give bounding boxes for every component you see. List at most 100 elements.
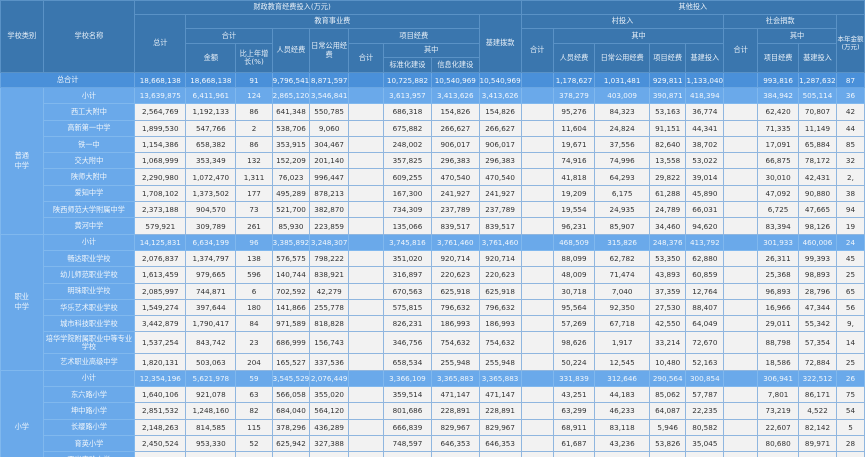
table-cell: 10,480 xyxy=(649,353,687,371)
table-row: 陕师大附中 2,290,980 1,072,470 1,311 76,023 996,44… xyxy=(1,168,865,186)
table-cell: 1,311 xyxy=(235,168,273,186)
table-cell: 14 xyxy=(835,331,865,355)
category-label: 普通中学 xyxy=(14,150,29,170)
table-row: 西工大附中 2,564,769 1,192,133 86 641,348 550,785 6… xyxy=(1,103,865,121)
table-cell xyxy=(723,233,759,251)
table-cell xyxy=(520,233,554,251)
table-cell: 32 xyxy=(835,152,865,170)
table-cell: 24,935 xyxy=(594,201,651,219)
table-cell: 397,644 xyxy=(185,298,237,317)
table-cell: 53,118 xyxy=(309,451,350,457)
table-cell: 3,366,109 xyxy=(382,369,433,388)
table-cell: 1,373,502 xyxy=(185,184,237,203)
row-label: 小计 xyxy=(42,86,136,105)
table-cell: 36 xyxy=(835,86,865,105)
table-row-grand-total: 总合计 18,668,138 18,668,138 91 9,796,541 8,871,… xyxy=(0,72,865,88)
table-cell: 85 xyxy=(835,135,865,154)
table-cell: 9, xyxy=(835,315,865,333)
table-cell xyxy=(723,315,759,333)
table-cell: 2,564,769 xyxy=(134,103,187,121)
table-cell: 10,540,969 xyxy=(478,72,522,88)
table-cell: 25,368 xyxy=(757,266,799,284)
table-cell: 124 xyxy=(235,86,273,105)
table-cell: 57,354 xyxy=(798,331,837,355)
table-cell xyxy=(723,135,759,154)
header-capital: 基建拨款 xyxy=(478,14,522,73)
category-cell: 职业中学 xyxy=(0,233,44,371)
table-cell: 135,066 xyxy=(382,217,433,235)
table-cell: 76,850 xyxy=(594,451,651,457)
table-cell: 566,058 xyxy=(271,386,311,404)
table-cell: 331,839 xyxy=(552,369,596,388)
school-name-cell: 城市科技职业学校 xyxy=(42,315,136,333)
table-cell: 46,233 xyxy=(594,402,651,420)
table-cell: 94 xyxy=(835,201,865,219)
header-school-name: 学校名称 xyxy=(42,0,136,73)
school-name-cell: 艺术职业高级中学 xyxy=(42,353,136,371)
table-cell: 920,714 xyxy=(431,249,480,268)
table-cell: 25 xyxy=(835,266,865,284)
table-cell: 54 xyxy=(835,402,865,420)
table-cell: 223,859 xyxy=(309,217,350,235)
table-cell: 41,818 xyxy=(552,168,596,186)
header-edu-business: 教育事业费 xyxy=(185,14,480,29)
table-cell: 96,231 xyxy=(552,217,596,235)
table-cell: 470,540 xyxy=(478,168,522,186)
table-cell: 237,789 xyxy=(431,201,480,219)
table-cell: 177 xyxy=(235,184,273,203)
header-village: 村投入 xyxy=(520,14,725,29)
table-cell xyxy=(348,103,384,121)
table-cell: 72,670 xyxy=(685,331,725,355)
table-cell: 12,545 xyxy=(594,353,651,371)
table-row-subtotal: 小学 小计 12,354,196 5,621,978 59 3,545,529 2,076,… xyxy=(0,369,865,457)
table-cell: 138 xyxy=(235,249,273,268)
table-cell: 71,335 xyxy=(757,119,799,137)
table-cell: 290,564 xyxy=(649,369,687,388)
table-cell: 30,718 xyxy=(552,282,596,300)
table-cell: 2,085,997 xyxy=(134,282,187,300)
table-cell: 47,665 xyxy=(798,201,837,219)
school-name-cell: 西工大附中 xyxy=(42,103,136,121)
table-cell xyxy=(348,402,384,420)
table-row: 坤中路小学 2,851,532 1,248,160 82 684,040 564,120 8… xyxy=(1,402,865,420)
table-cell: 98,626 xyxy=(552,331,596,355)
table-cell: 906,017 xyxy=(431,135,480,154)
table-cell: 306,941 xyxy=(757,369,799,388)
header-village-capital: 基建投入 xyxy=(685,43,725,73)
table-cell: 19,671 xyxy=(552,135,596,154)
table-cell: 18,668,138 xyxy=(134,72,187,88)
table-cell: 3,413,626 xyxy=(478,86,522,105)
category-label: 小学 xyxy=(14,422,29,432)
table-cell: 64,049 xyxy=(685,315,725,333)
table-cell: 87 xyxy=(835,72,865,88)
table-cell: 321,233 xyxy=(382,451,433,457)
table-cell xyxy=(520,331,554,355)
table-cell: 96,893 xyxy=(757,282,799,300)
table-cell: 90,880 xyxy=(798,184,837,203)
table-cell: 337,536 xyxy=(309,353,350,371)
table-cell: 384,942 xyxy=(757,86,799,105)
table-cell: 45 xyxy=(835,249,865,268)
table-cell: 95,564 xyxy=(552,298,596,317)
header-subtotal: 合计 xyxy=(185,28,273,44)
table-cell: 550,785 xyxy=(309,103,350,121)
table-cell: 57,787 xyxy=(685,386,725,404)
table-cell xyxy=(723,386,759,404)
table-cell xyxy=(520,298,554,317)
table-cell: 754,632 xyxy=(431,331,480,355)
category-label: 职业中学 xyxy=(14,292,29,312)
table-cell xyxy=(348,119,384,137)
table-cell: 1,917 xyxy=(594,331,651,355)
table-row-subtotal: 职业中学 小计 14,125,831 6,634,199 96 3,385,892 3,24… xyxy=(0,233,865,371)
table-cell: 734,309 xyxy=(382,201,433,219)
table-cell: 3,545,529 xyxy=(271,369,311,388)
table-cell: 929,811 xyxy=(649,72,687,88)
table-cell xyxy=(348,451,384,457)
table-cell: 47,344 xyxy=(798,298,837,317)
table-cell xyxy=(723,119,759,137)
table-cell: 327,388 xyxy=(309,434,350,453)
table-cell: 702,592 xyxy=(271,282,311,300)
table-cell: 1,708,102 xyxy=(134,184,187,203)
header-fiscal-group: 财政教育经费投入(万元) xyxy=(134,0,522,15)
table-cell: 316,897 xyxy=(382,266,433,284)
